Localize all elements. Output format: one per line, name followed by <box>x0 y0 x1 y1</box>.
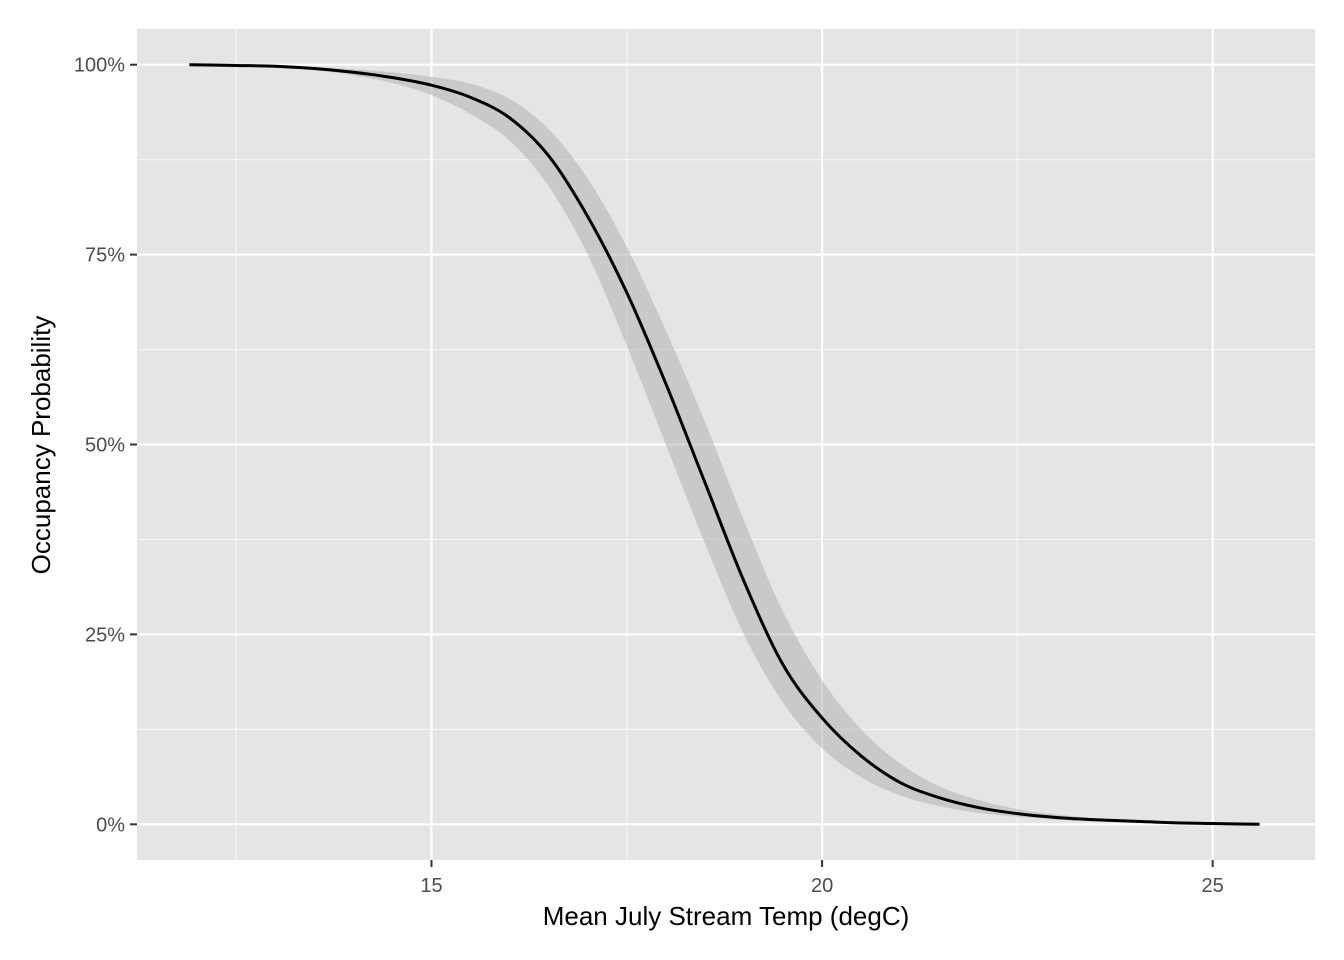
y-axis-title: Occupancy Probability <box>26 316 56 575</box>
x-tick-label: 25 <box>1202 875 1224 897</box>
y-axis: 0% 25% 50% 75% 100% <box>74 55 137 836</box>
x-tick-label: 15 <box>420 875 442 897</box>
y-tick-label: 0% <box>96 814 125 836</box>
y-tick-label: 75% <box>85 245 125 267</box>
x-tick-label: 20 <box>811 875 833 897</box>
grid-major <box>137 29 1315 860</box>
fitted-line <box>189 63 1260 826</box>
x-axis: 15 20 25 <box>420 860 1224 897</box>
x-axis-title: Mean July Stream Temp (degC) <box>543 901 910 931</box>
y-tick-label: 100% <box>74 55 125 77</box>
y-tick-label: 50% <box>85 435 125 457</box>
y-tick-label: 25% <box>85 624 125 646</box>
